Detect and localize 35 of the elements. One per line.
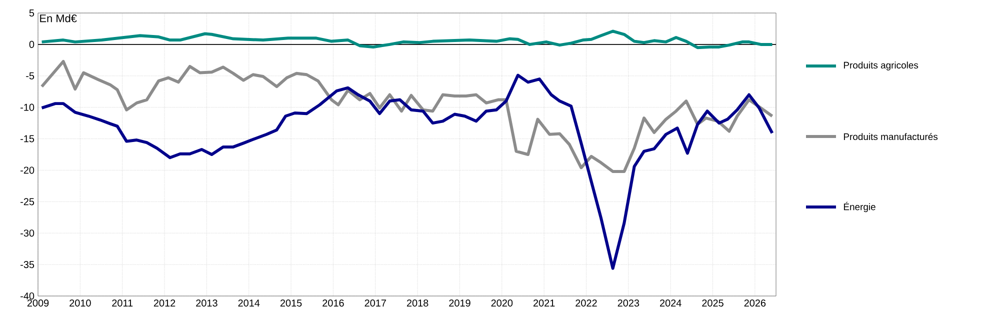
y-tick-label: -10 bbox=[20, 104, 34, 111]
y-tick-label: -35 bbox=[20, 261, 34, 268]
legend-label: Produits agricoles bbox=[844, 62, 918, 70]
x-tick-label: 2012 bbox=[154, 300, 176, 307]
line-series bbox=[40, 30, 774, 50]
y-tick-label: -5 bbox=[26, 72, 34, 80]
x-tick-label: 2023 bbox=[618, 300, 640, 307]
x-tick-label: 2010 bbox=[70, 300, 91, 307]
x-tick-label: 2022 bbox=[576, 300, 597, 307]
line-series bbox=[40, 74, 774, 270]
x-tick-label: 2009 bbox=[27, 300, 49, 307]
x-tick-label: 2021 bbox=[533, 300, 555, 307]
x-tick-label: 2017 bbox=[364, 300, 386, 307]
y-tick-label: 0 bbox=[29, 40, 34, 48]
y-axis-title: En Md€ bbox=[40, 14, 77, 22]
x-tick-label: 2014 bbox=[238, 300, 260, 307]
legend-label: Énergie bbox=[844, 202, 876, 212]
x-tick-label: 2019 bbox=[449, 300, 470, 307]
x-tick-label: 2015 bbox=[280, 300, 302, 307]
x-tick-label: 2013 bbox=[196, 300, 218, 307]
x-tick-label: 2020 bbox=[491, 300, 513, 307]
y-tick-label: -25 bbox=[20, 198, 34, 206]
legend-label: Produits manufacturés bbox=[844, 132, 938, 140]
y-tick-label: -40 bbox=[20, 292, 34, 300]
y-tick-label: 5 bbox=[29, 10, 34, 16]
x-tick-label: 2024 bbox=[660, 300, 682, 307]
x-tick-label: 2025 bbox=[702, 300, 724, 307]
x-tick-label: 2011 bbox=[112, 300, 133, 307]
line-series bbox=[40, 60, 774, 173]
y-tick-label: -30 bbox=[20, 230, 34, 237]
y-tick-label: -20 bbox=[20, 166, 34, 174]
x-tick-label: 2026 bbox=[744, 300, 766, 307]
y-tick-label: -15 bbox=[20, 135, 34, 142]
x-tick-label: 2016 bbox=[322, 300, 344, 307]
x-tick-label: 2018 bbox=[406, 300, 428, 307]
